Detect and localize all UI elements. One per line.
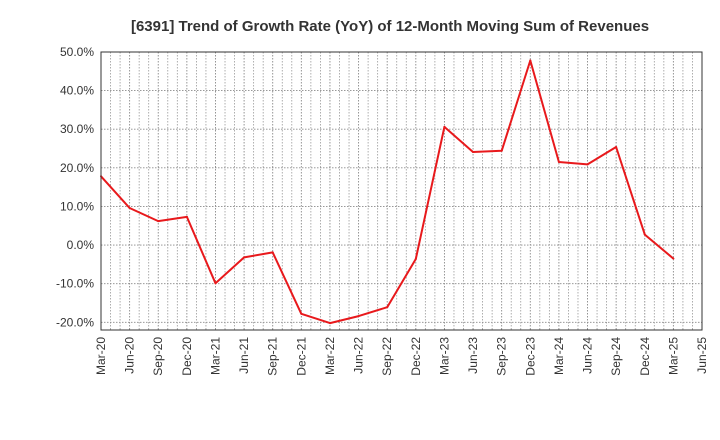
data-point — [586, 163, 589, 166]
y-axis: 50.0% 40.0% 30.0% 20.0% 10.0% 0.0% -10.0% -20.0… — [56, 45, 94, 329]
data-point — [271, 251, 274, 254]
data-point — [529, 59, 532, 62]
y-tick-label: 30.0% — [60, 122, 94, 136]
x-tick-label: Mar-24 — [552, 337, 566, 375]
data-point — [214, 282, 217, 285]
y-tick-label: 50.0% — [60, 45, 94, 59]
x-tick-label: Sep-21 — [266, 337, 280, 376]
data-point — [643, 233, 646, 236]
plot-area — [100, 51, 703, 331]
x-axis: Mar-20 Jun-20 Sep-20 Dec-20 Mar-21 Jun-21 Sep-… — [94, 337, 709, 376]
y-tick-label: -10.0% — [56, 277, 94, 291]
x-tick-label: Mar-21 — [208, 337, 222, 375]
x-tick-label: Jun-25 — [695, 337, 709, 374]
y-tick-label: 20.0% — [60, 161, 94, 175]
data-point — [185, 215, 188, 218]
data-point — [500, 149, 503, 152]
data-point — [243, 256, 246, 259]
x-tick-label: Dec-21 — [294, 337, 308, 376]
x-tick-label: Sep-23 — [495, 337, 509, 376]
x-tick-label: Sep-24 — [609, 337, 623, 376]
data-point — [615, 146, 618, 148]
data-point — [672, 257, 675, 260]
data-point — [557, 161, 560, 163]
x-tick-label: Dec-24 — [638, 337, 652, 376]
data-point — [329, 322, 331, 325]
x-tick-label: Jun-23 — [466, 337, 480, 374]
x-tick-label: Sep-20 — [151, 337, 165, 376]
x-tick-label: Jun-22 — [352, 337, 366, 374]
x-tick-label: Dec-20 — [180, 337, 194, 376]
x-tick-label: Sep-22 — [380, 337, 394, 376]
y-tick-label: -20.0% — [56, 315, 94, 329]
x-tick-label: Jun-20 — [123, 337, 137, 374]
series-layer — [100, 59, 675, 325]
x-tick-label: Dec-22 — [409, 337, 423, 376]
data-point — [472, 151, 474, 153]
x-tick-label: Dec-23 — [523, 337, 537, 376]
chart-title: [6391] Trend of Growth Rate (YoY) of 12-… — [131, 18, 649, 35]
data-point — [128, 207, 131, 209]
data-point — [300, 312, 303, 315]
y-tick-label: 40.0% — [60, 84, 94, 98]
data-point — [157, 220, 160, 223]
data-point — [443, 125, 446, 128]
data-point — [386, 306, 389, 309]
x-tick-label: Mar-22 — [323, 337, 337, 375]
x-tick-label: Mar-20 — [94, 337, 108, 375]
data-point — [357, 315, 360, 318]
x-tick-label: Jun-21 — [237, 337, 251, 374]
x-tick-label: Jun-24 — [581, 337, 595, 374]
grid — [100, 51, 703, 330]
x-tick-label: Mar-25 — [666, 337, 680, 375]
data-point — [414, 258, 417, 260]
y-tick-label: 10.0% — [60, 199, 94, 213]
y-tick-label: 0.0% — [67, 238, 95, 252]
x-tick-label: Mar-23 — [437, 337, 451, 375]
